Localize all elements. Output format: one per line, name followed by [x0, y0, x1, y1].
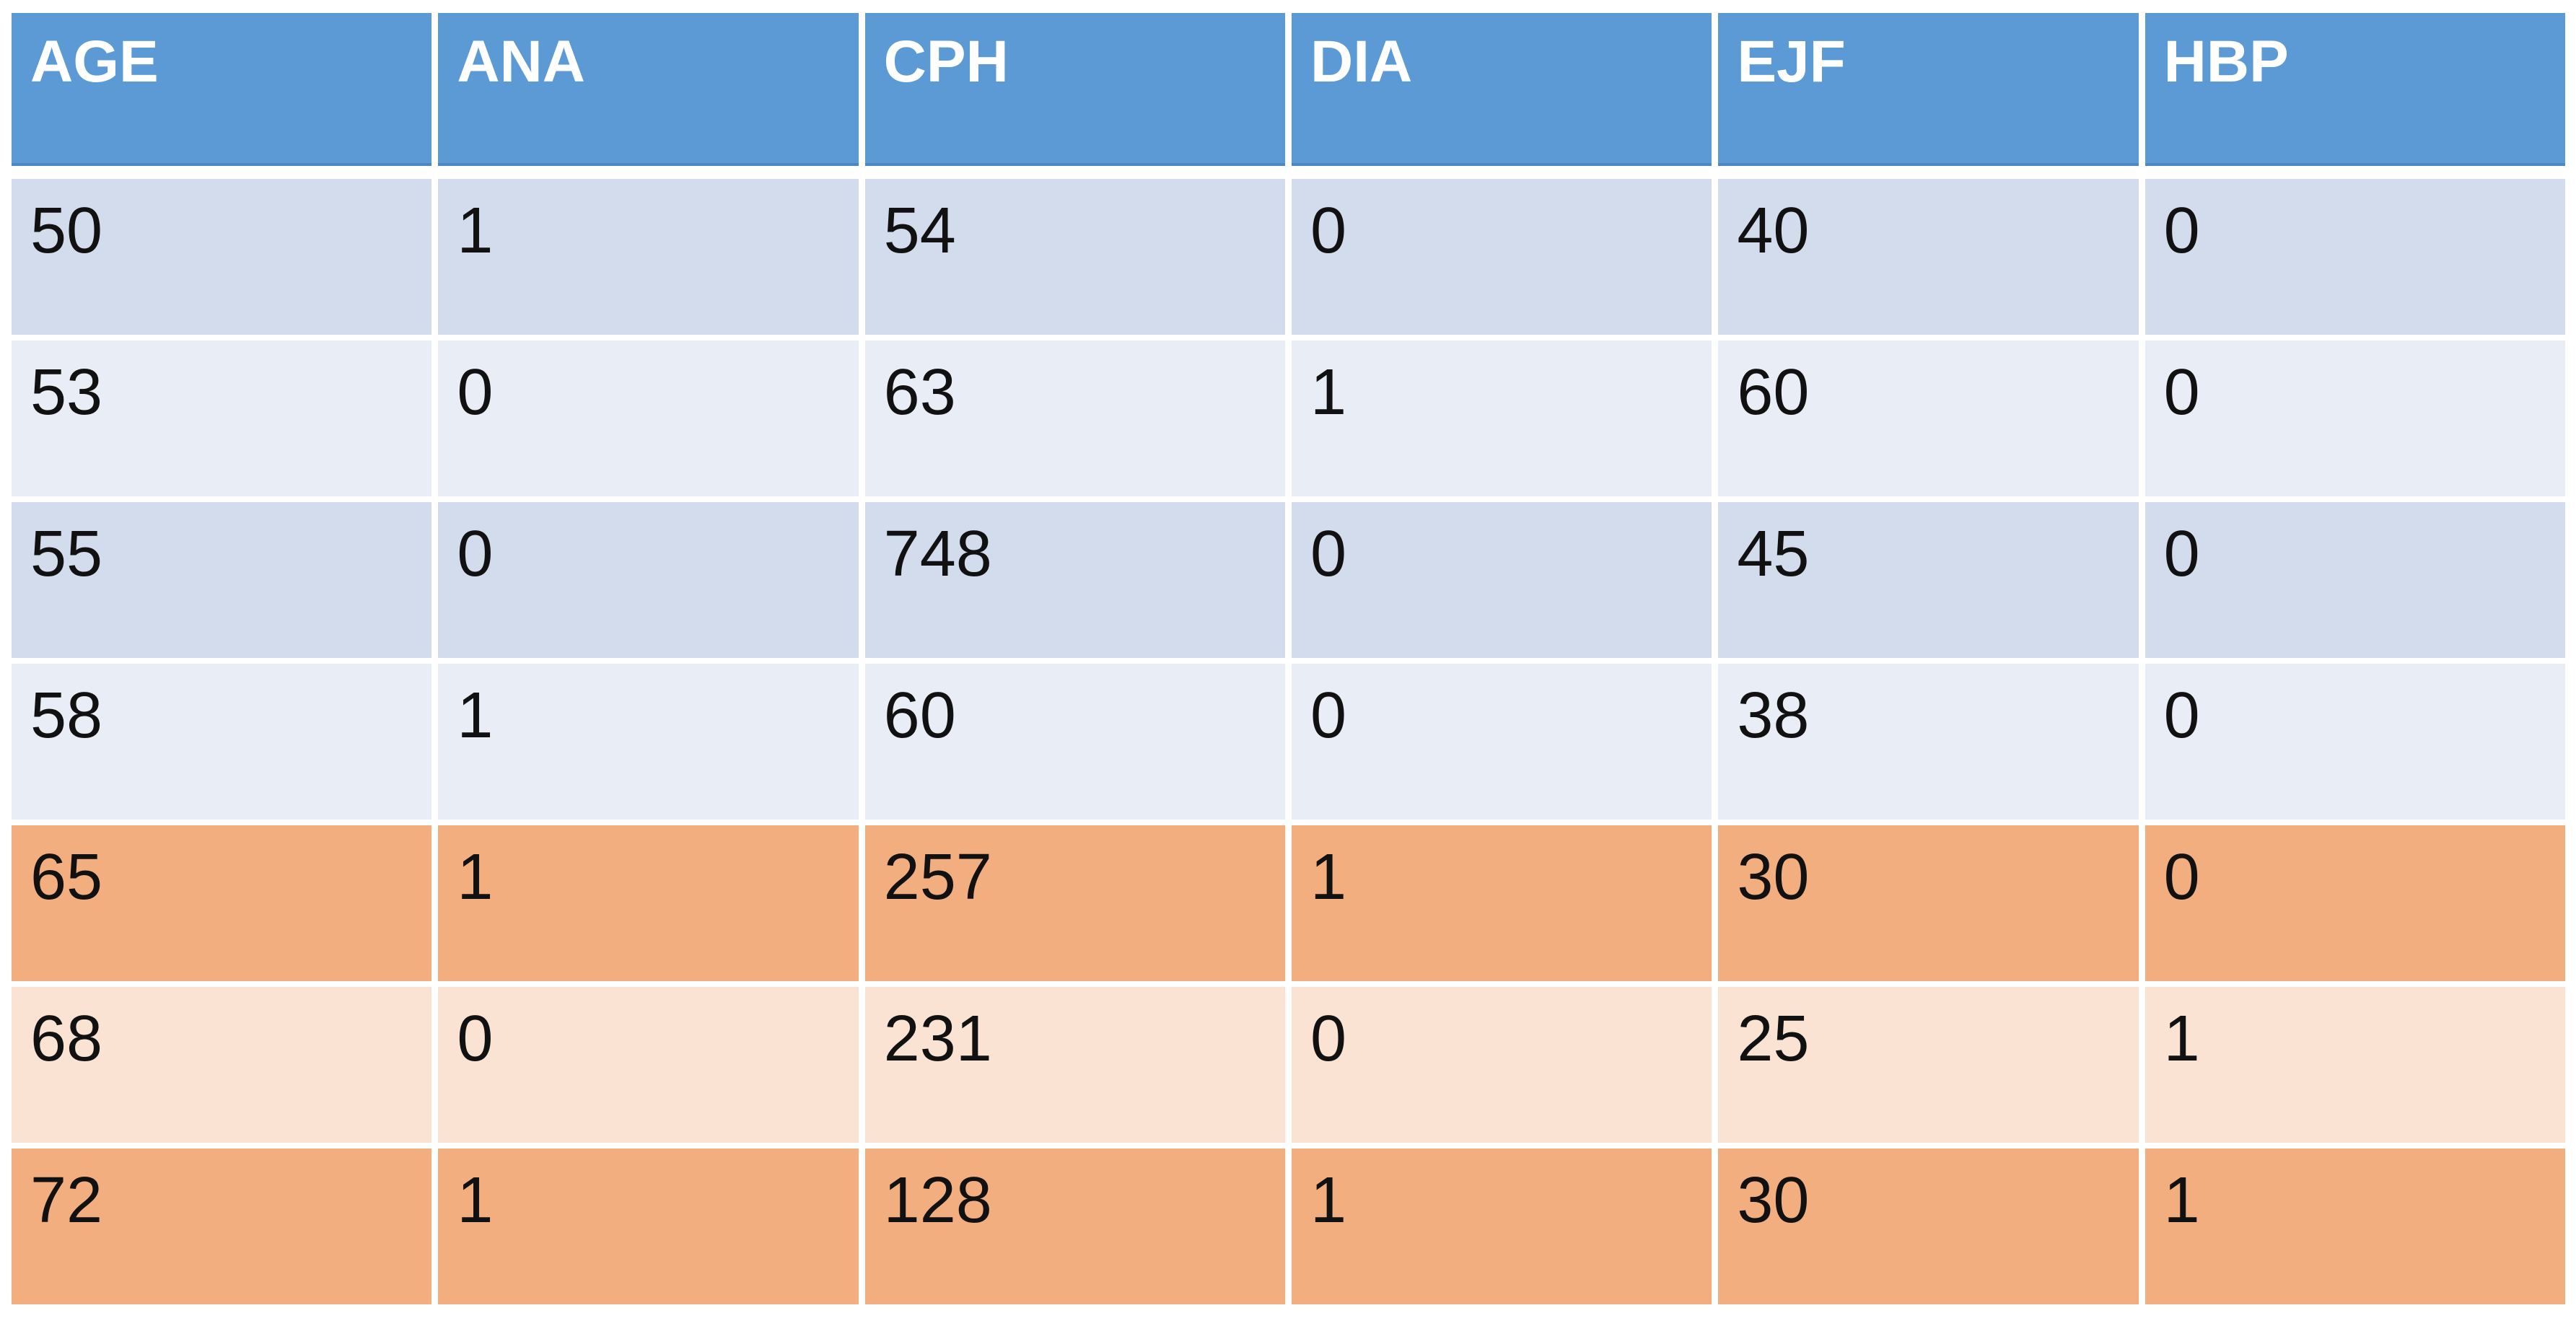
table-cell: 1: [1291, 341, 1712, 496]
table-cell: 55: [12, 502, 432, 658]
table-cell: 231: [864, 987, 1285, 1143]
table-cell: 128: [864, 1149, 1285, 1304]
table-header-row: AGE ANA CPH DIA EJF HBP: [12, 13, 2565, 166]
table-cell: 30: [1718, 825, 2139, 981]
table-row: 53 0 63 1 60 0: [12, 341, 2565, 496]
table-cell: 1: [2145, 987, 2565, 1143]
table-cell: 1: [2145, 1149, 2565, 1304]
data-table: AGE ANA CPH DIA EJF HBP 50 1 54 0 40 0 5…: [12, 13, 2565, 1304]
table-row: 65 1 257 1 30 0: [12, 825, 2565, 981]
table-cell: 1: [438, 1149, 859, 1304]
table-cell: 0: [1291, 664, 1712, 820]
table-cell: 0: [438, 987, 859, 1143]
table-cell: 45: [1718, 502, 2139, 658]
column-header-ana: ANA: [438, 13, 859, 166]
table-cell: 0: [438, 341, 859, 496]
table-cell: 1: [1291, 825, 1712, 981]
column-header-cph: CPH: [864, 13, 1285, 166]
table-cell: 53: [12, 341, 432, 496]
table-row: 50 1 54 0 40 0: [12, 179, 2565, 335]
table-cell: 0: [2145, 179, 2565, 335]
table-cell: 0: [1291, 987, 1712, 1143]
table-row: 58 1 60 0 38 0: [12, 664, 2565, 820]
table-cell: 68: [12, 987, 432, 1143]
table-cell: 748: [864, 502, 1285, 658]
table-cell: 1: [438, 179, 859, 335]
table-cell: 30: [1718, 1149, 2139, 1304]
column-header-ejf: EJF: [1718, 13, 2139, 166]
column-header-hbp: HBP: [2145, 13, 2565, 166]
column-header-age: AGE: [12, 13, 432, 166]
table-cell: 0: [1291, 502, 1712, 658]
table-cell: 60: [864, 664, 1285, 820]
table-cell: 58: [12, 664, 432, 820]
table-cell: 25: [1718, 987, 2139, 1143]
table-cell: 60: [1718, 341, 2139, 496]
table-cell: 0: [2145, 341, 2565, 496]
table-cell: 1: [1291, 1149, 1712, 1304]
table-row: 72 1 128 1 30 1: [12, 1149, 2565, 1304]
table-cell: 40: [1718, 179, 2139, 335]
table-cell: 50: [12, 179, 432, 335]
column-header-dia: DIA: [1291, 13, 1712, 166]
table-cell: 54: [864, 179, 1285, 335]
table-cell: 1: [438, 825, 859, 981]
table-cell: 38: [1718, 664, 2139, 820]
table-cell: 0: [2145, 502, 2565, 658]
table-row: 68 0 231 0 25 1: [12, 987, 2565, 1143]
table-cell: 0: [2145, 664, 2565, 820]
table-cell: 72: [12, 1149, 432, 1304]
table-cell: 63: [864, 341, 1285, 496]
table-cell: 0: [2145, 825, 2565, 981]
table-row: 55 0 748 0 45 0: [12, 502, 2565, 658]
table-cell: 257: [864, 825, 1285, 981]
table-cell: 0: [1291, 179, 1712, 335]
table-cell: 1: [438, 664, 859, 820]
table-cell: 65: [12, 825, 432, 981]
table-cell: 0: [438, 502, 859, 658]
